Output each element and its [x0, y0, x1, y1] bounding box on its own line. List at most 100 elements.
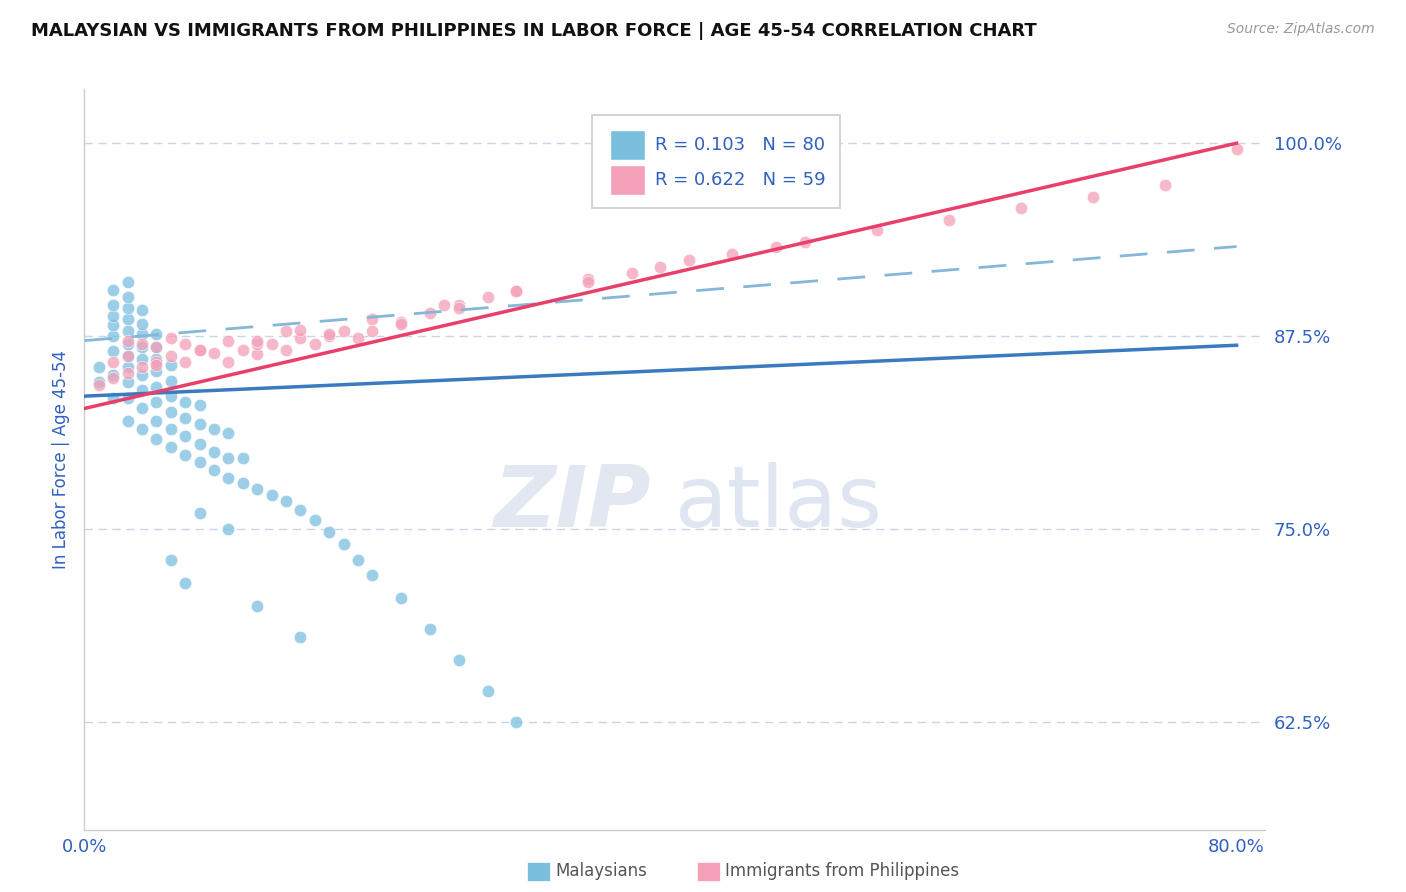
Point: [260, 336, 283, 351]
Point: [246, 482, 269, 496]
Point: [117, 359, 139, 374]
Point: [232, 475, 254, 490]
Point: [447, 298, 470, 312]
Point: [433, 298, 456, 312]
Point: [117, 275, 139, 289]
Point: [101, 283, 124, 297]
Point: [620, 266, 643, 280]
Point: [274, 494, 297, 508]
Point: [721, 247, 744, 261]
Point: [290, 630, 312, 644]
Point: [318, 327, 340, 342]
Point: [174, 336, 197, 351]
Point: [174, 575, 197, 590]
Point: [159, 421, 181, 435]
Point: [318, 329, 340, 343]
Point: [117, 290, 139, 304]
Point: [188, 343, 211, 357]
Text: Malaysians: Malaysians: [555, 863, 647, 880]
Point: [765, 239, 787, 253]
Point: [232, 343, 254, 357]
FancyBboxPatch shape: [592, 115, 841, 208]
Point: [650, 260, 672, 274]
Point: [217, 450, 239, 465]
Point: [202, 463, 225, 477]
Point: [159, 552, 181, 566]
Point: [318, 524, 340, 539]
Point: [865, 222, 887, 236]
Point: [505, 714, 527, 729]
Point: [117, 349, 139, 363]
Point: [188, 417, 211, 431]
Point: [246, 347, 269, 361]
Point: [217, 355, 239, 369]
Point: [290, 503, 312, 517]
Point: [117, 334, 139, 348]
Point: [419, 306, 441, 320]
Point: [145, 340, 167, 354]
Point: [101, 370, 124, 384]
Point: [145, 380, 167, 394]
Point: [217, 471, 239, 485]
Point: [101, 309, 124, 323]
Point: [389, 317, 412, 331]
Point: [290, 323, 312, 337]
Point: [131, 336, 153, 351]
Point: [389, 315, 412, 329]
Point: [246, 334, 269, 348]
Point: [202, 444, 225, 458]
Point: [101, 298, 124, 312]
Point: [447, 653, 470, 667]
Y-axis label: In Labor Force | Age 45-54: In Labor Force | Age 45-54: [52, 350, 70, 569]
Text: MALAYSIAN VS IMMIGRANTS FROM PHILIPPINES IN LABOR FORCE | AGE 45-54 CORRELATION : MALAYSIAN VS IMMIGRANTS FROM PHILIPPINES…: [31, 22, 1036, 40]
Text: Source: ZipAtlas.com: Source: ZipAtlas.com: [1227, 22, 1375, 37]
Point: [117, 324, 139, 338]
Point: [505, 285, 527, 299]
Point: [101, 344, 124, 359]
Point: [131, 352, 153, 367]
Point: [1153, 178, 1175, 192]
Point: [217, 334, 239, 348]
Point: [117, 312, 139, 326]
Point: [174, 355, 197, 369]
Point: [1010, 201, 1032, 215]
Point: [145, 352, 167, 367]
Point: [159, 374, 181, 388]
Point: [87, 378, 110, 392]
Point: [1226, 142, 1249, 156]
Point: [347, 330, 370, 344]
Point: [159, 404, 181, 418]
Bar: [610, 130, 645, 160]
Point: [290, 330, 312, 344]
Point: [304, 336, 326, 351]
Point: [101, 329, 124, 343]
Point: [159, 330, 181, 344]
Point: [131, 401, 153, 416]
Point: [117, 391, 139, 405]
Point: [131, 421, 153, 435]
Point: [217, 522, 239, 536]
Point: [246, 336, 269, 351]
Point: [202, 346, 225, 360]
Point: [477, 683, 499, 698]
Point: [188, 343, 211, 357]
Point: [505, 285, 527, 299]
Point: [131, 383, 153, 397]
Point: [260, 488, 283, 502]
Point: [188, 507, 211, 521]
Point: [389, 591, 412, 606]
Point: [188, 455, 211, 469]
Point: [131, 302, 153, 317]
Point: [145, 355, 167, 369]
Point: [117, 376, 139, 390]
Text: Immigrants from Philippines: Immigrants from Philippines: [725, 863, 960, 880]
Point: [117, 349, 139, 363]
Point: [188, 437, 211, 451]
Point: [447, 301, 470, 316]
Point: [419, 622, 441, 636]
Bar: [610, 165, 645, 195]
Point: [159, 440, 181, 454]
Point: [87, 376, 110, 390]
Point: [117, 366, 139, 380]
Point: [202, 421, 225, 435]
